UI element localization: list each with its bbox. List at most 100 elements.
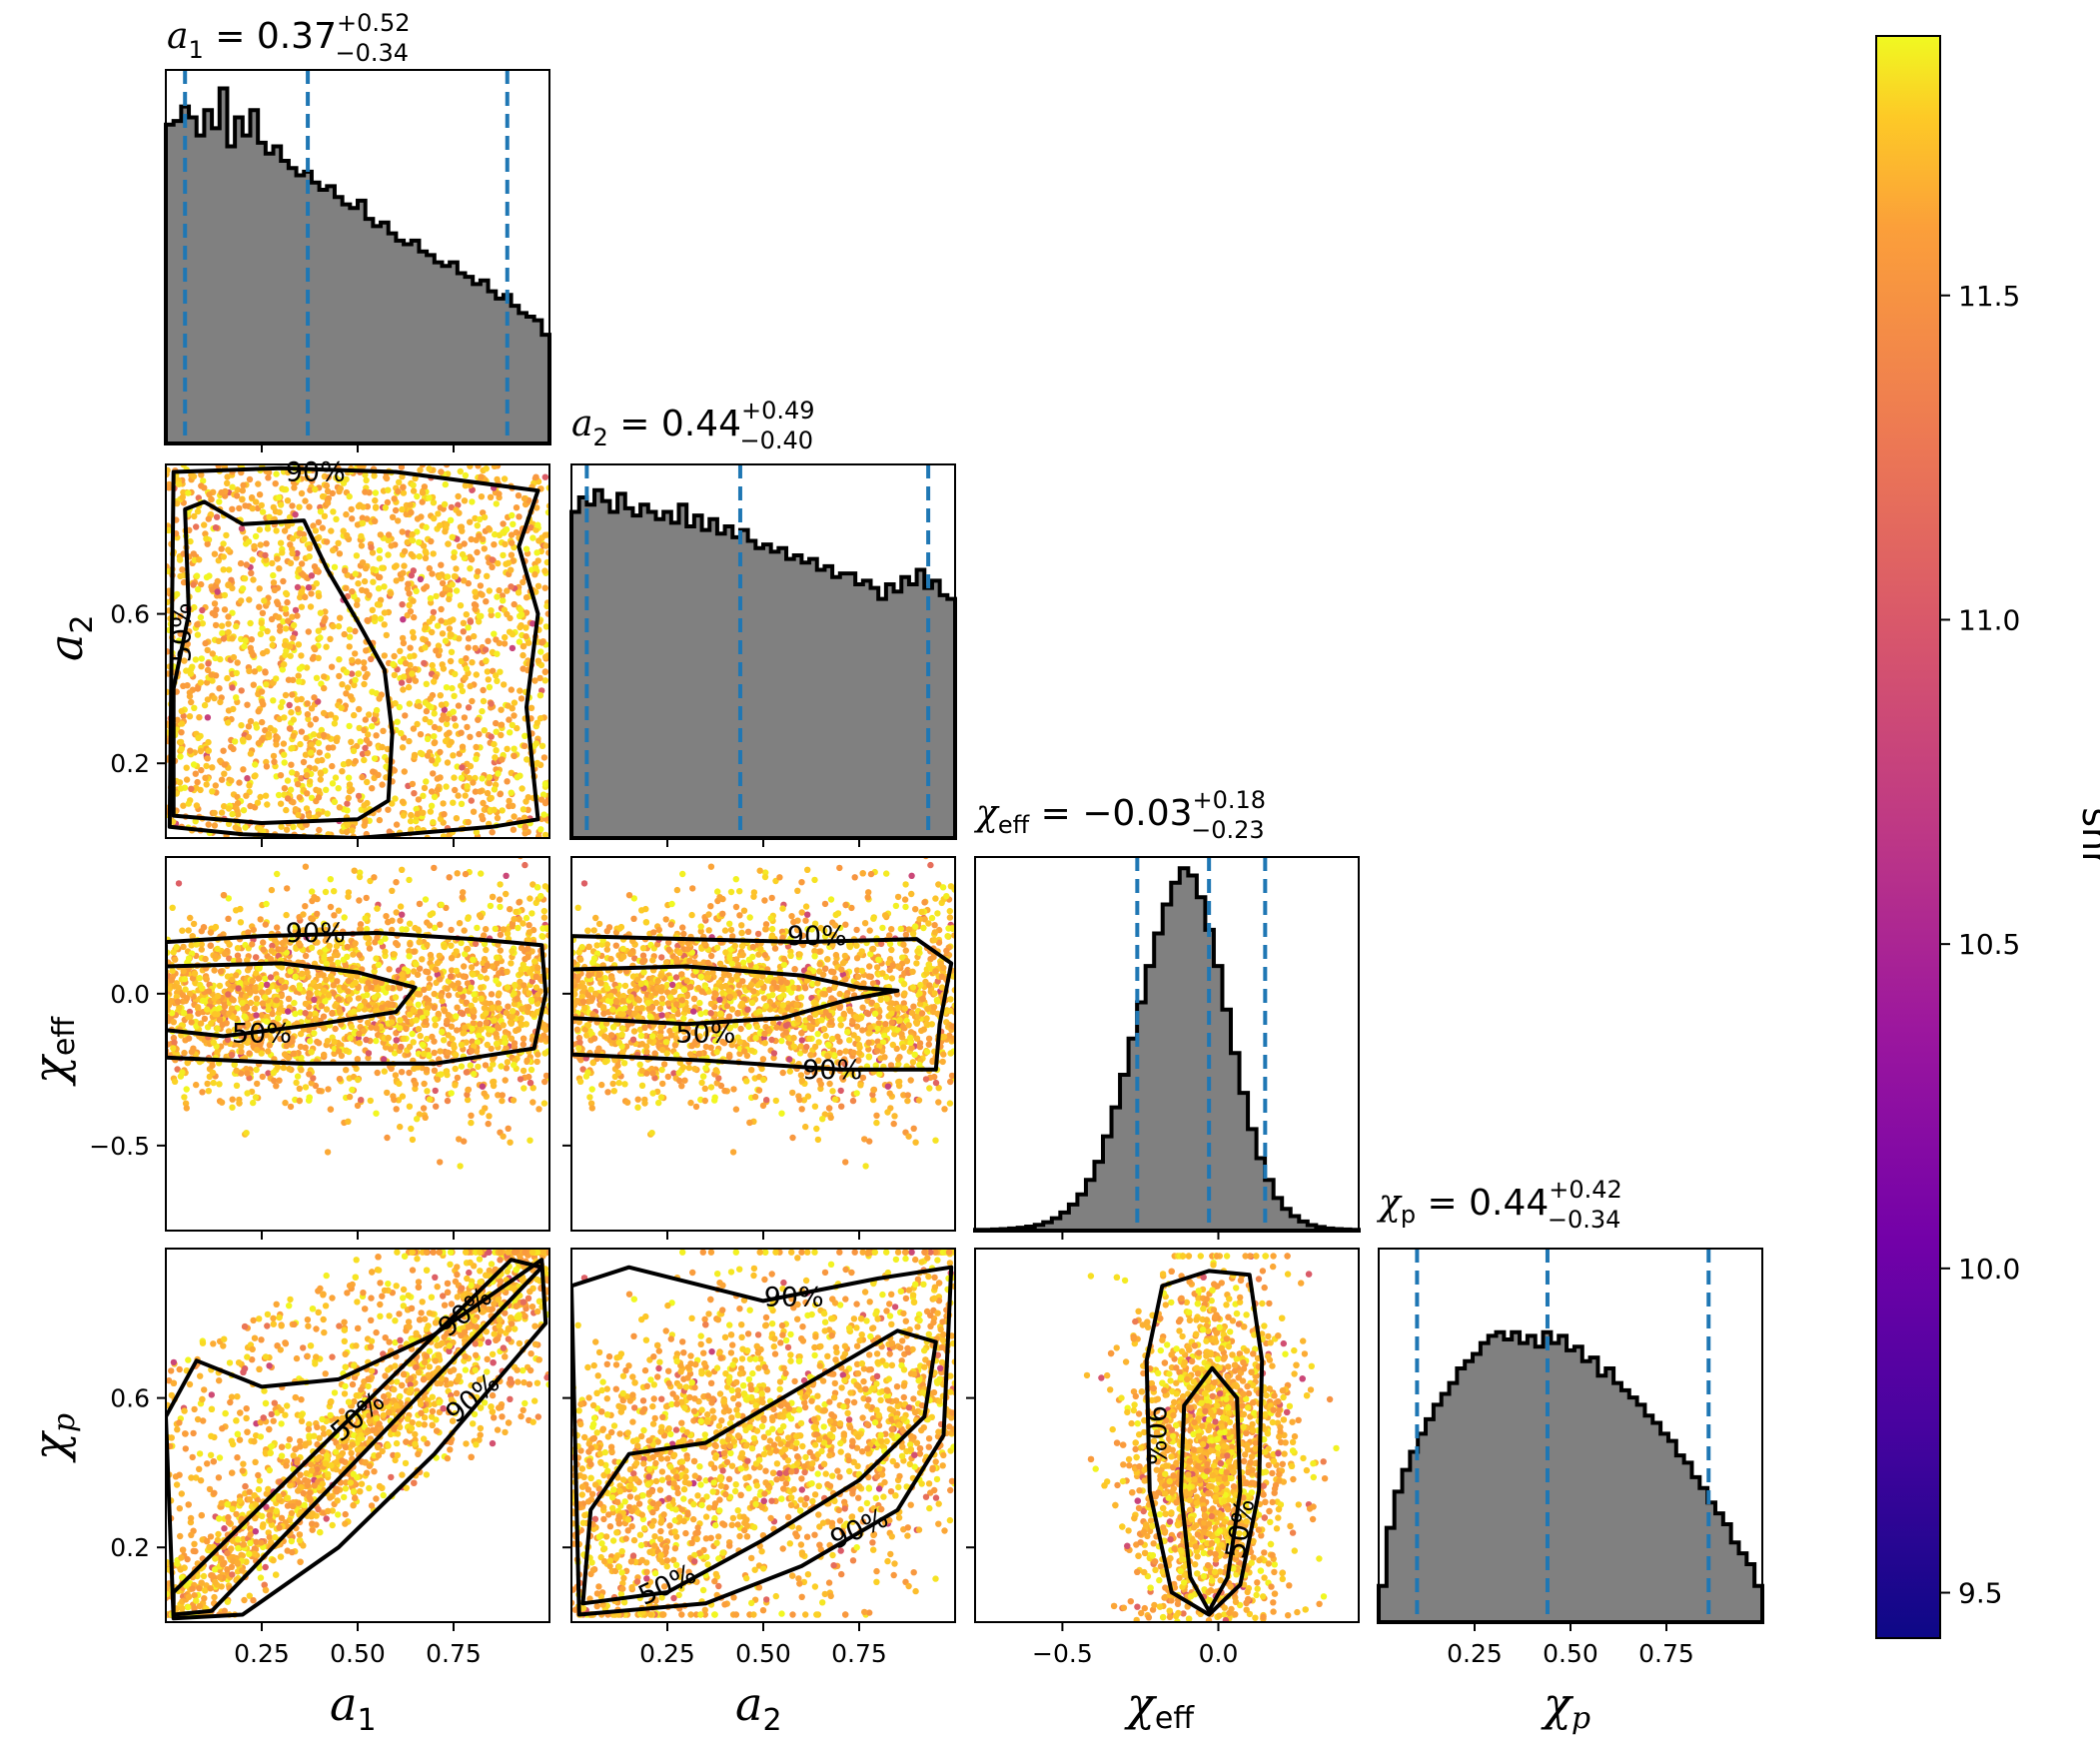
scatter-point: [307, 721, 314, 728]
scatter-point: [468, 1112, 475, 1120]
scatter-point: [289, 613, 296, 620]
scatter-point: [393, 577, 400, 584]
scatter-point: [438, 701, 446, 708]
scatter-point: [285, 1008, 292, 1015]
scatter-point: [410, 567, 417, 574]
scatter-point: [277, 772, 285, 779]
scatter-point: [490, 667, 497, 674]
scatter-point: [322, 926, 330, 934]
scatter-point: [217, 698, 224, 706]
scatter-point: [192, 770, 199, 777]
scatter-point: [254, 964, 262, 972]
scatter-point: [408, 1125, 415, 1133]
scatter-point: [473, 536, 480, 543]
scatter-point: [205, 988, 213, 995]
scatter-point: [308, 1080, 315, 1087]
scatter-point: [430, 608, 438, 616]
scatter-point: [353, 552, 361, 559]
scatter-point: [364, 515, 371, 522]
scatter-point: [216, 498, 223, 505]
scatter-point: [282, 651, 289, 658]
scatter-point: [269, 942, 276, 950]
scatter-point: [215, 637, 223, 644]
scatter-point: [262, 668, 269, 675]
scatter-point: [373, 1037, 380, 1045]
scatter-point: [289, 535, 297, 542]
scatter-point: [271, 586, 279, 593]
scatter-point: [420, 792, 427, 799]
scatter-point: [190, 761, 198, 768]
scatter-point: [267, 724, 274, 732]
scatter-point: [279, 698, 286, 706]
scatter-point: [520, 806, 527, 813]
scatter-point: [426, 465, 433, 472]
scatter-point: [191, 603, 198, 611]
scatter-point: [276, 1077, 283, 1084]
scatter-point: [540, 1021, 547, 1029]
scatter-point: [508, 551, 516, 558]
scatter-point: [537, 796, 545, 803]
scatter-point: [421, 1080, 428, 1088]
scatter-point: [484, 668, 492, 675]
scatter-point: [193, 1081, 200, 1089]
scatter-point: [284, 522, 292, 529]
scatter-point: [247, 619, 254, 627]
scatter-point: [465, 1096, 472, 1104]
scatter-point: [240, 766, 247, 773]
scatter-point: [336, 804, 344, 811]
scatter-point: [406, 876, 413, 884]
scatter-point: [241, 1013, 248, 1020]
scatter-point: [287, 968, 294, 975]
scatter-point: [409, 628, 417, 636]
scatter-point: [448, 1023, 456, 1030]
scatter-point: [442, 528, 449, 535]
scatter-point: [445, 540, 452, 547]
scatter-point: [336, 1008, 344, 1016]
scatter-point: [236, 779, 243, 786]
scatter-point: [503, 890, 510, 898]
scatter-point: [363, 894, 370, 902]
scatter-point: [410, 948, 418, 955]
scatter-point: [283, 911, 290, 919]
scatter-point: [509, 705, 516, 712]
scatter-point: [217, 757, 224, 764]
scatter-point: [322, 888, 330, 896]
scatter-point: [495, 1000, 502, 1007]
scatter-point: [421, 659, 428, 667]
scatter-point: [345, 1118, 352, 1126]
scatter-point: [319, 492, 327, 500]
scatter-point: [690, 995, 698, 1003]
scatter-point: [469, 1025, 476, 1033]
scatter-point: [187, 747, 194, 754]
scatter-point: [359, 559, 367, 566]
scatter-point: [432, 1022, 439, 1029]
scatter-point: [277, 539, 285, 546]
scatter-point: [417, 731, 425, 738]
scatter-point: [422, 554, 430, 561]
scatter-point: [475, 568, 482, 575]
scatter-point: [369, 606, 376, 613]
scatter-point: [282, 983, 289, 991]
scatter-point: [348, 505, 355, 513]
scatter-point: [316, 927, 324, 934]
scatter-point: [458, 682, 465, 689]
scatter-point: [190, 472, 198, 480]
scatter-point: [439, 1029, 446, 1036]
scatter-point: [240, 481, 247, 488]
scatter-point: [256, 491, 264, 498]
scatter-point: [483, 465, 490, 472]
scatter-point: [224, 1036, 232, 1044]
scatter-point: [474, 924, 481, 932]
scatter-point: [532, 564, 539, 571]
scatter-point: [493, 1031, 500, 1038]
scatter-point: [406, 676, 413, 684]
scatter-point: [508, 566, 515, 573]
scatter-point: [446, 729, 453, 736]
scatter-point: [321, 617, 328, 624]
scatter-point: [409, 1030, 416, 1038]
scatter-point: [333, 515, 340, 522]
scatter-point: [443, 904, 450, 912]
scatter-point: [359, 966, 366, 973]
scatter-point: [404, 585, 412, 592]
scatter-point: [432, 739, 439, 746]
